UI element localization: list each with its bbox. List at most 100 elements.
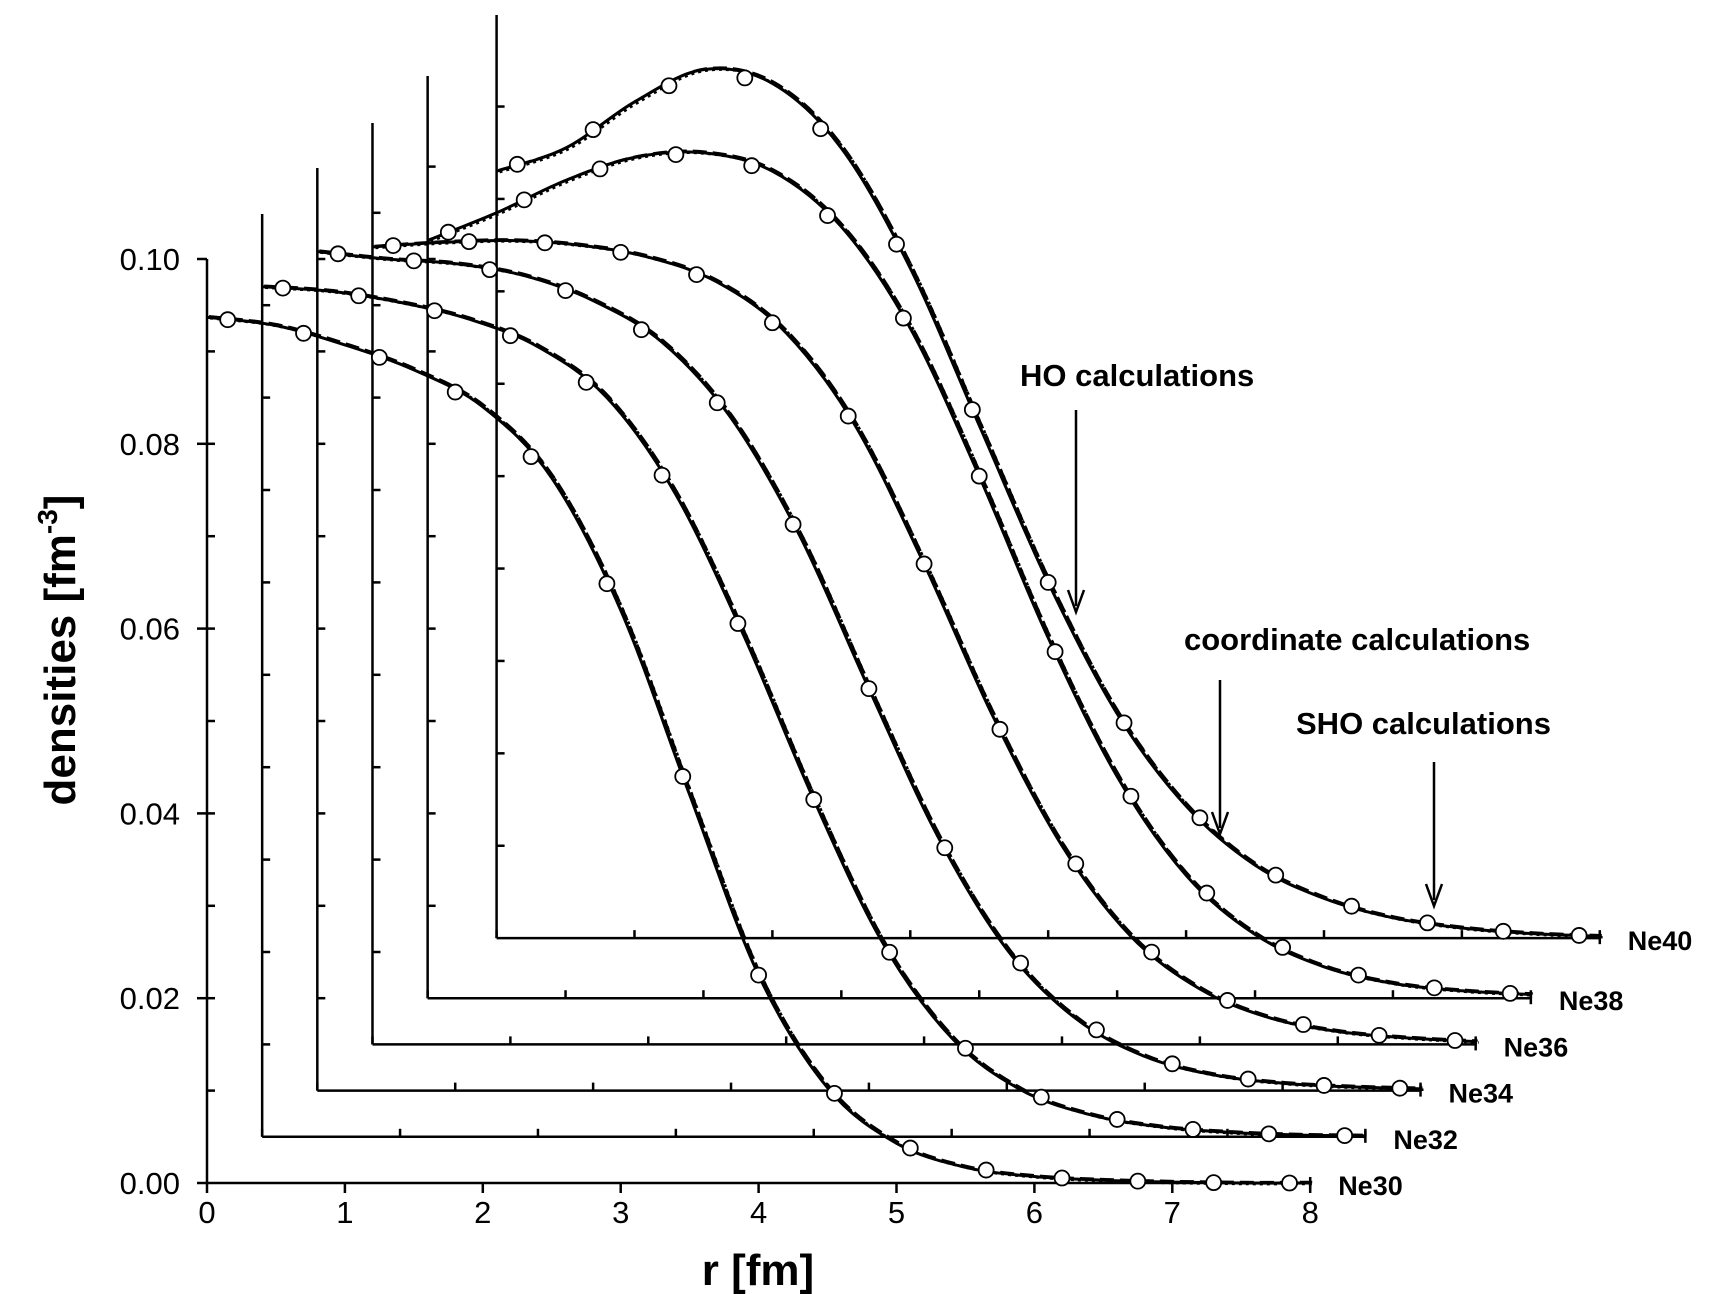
ne40-marker [1191, 809, 1209, 827]
y-tick-label: 0.06 [120, 612, 180, 647]
ne40-marker [1267, 866, 1285, 884]
ne30-marker [598, 575, 616, 593]
ne30-marker [1205, 1174, 1223, 1192]
x-tick-label: 7 [1164, 1195, 1181, 1230]
ne40-marker [812, 120, 830, 138]
ne36-marker [1446, 1032, 1464, 1049]
ne32-marker [350, 287, 368, 305]
ne34-sho-curve [320, 251, 1424, 1092]
ne34-marker [1163, 1055, 1181, 1073]
ne40-ho-curve [498, 66, 1602, 937]
ne32-label: Ne32 [1393, 1125, 1458, 1155]
ne30-marker [446, 383, 464, 401]
ne38-marker [894, 309, 912, 327]
ne40-marker [1039, 574, 1057, 591]
arrowhead-ho-icon [1066, 589, 1086, 616]
ne36-marker [1294, 1016, 1312, 1033]
ne40-marker [1570, 927, 1588, 944]
ne40-marker [1343, 897, 1360, 915]
ne38-marker [1350, 966, 1367, 984]
annotation-coordinate: coordinate calculations [1184, 622, 1530, 657]
ne36-marker [991, 720, 1009, 738]
x-tick-label: 2 [474, 1195, 491, 1230]
ne38-marker [1501, 984, 1519, 1002]
y-axis-title: densities [fm-3] [32, 495, 85, 806]
ne40-marker [584, 121, 602, 139]
y-tick-label: 0.10 [120, 242, 180, 277]
x-tick-label: 6 [1026, 1195, 1043, 1230]
ne38-ho-curve [429, 149, 1533, 995]
ne36-marker [839, 407, 857, 425]
ne36-marker [688, 266, 705, 284]
ne36-marker [1067, 855, 1085, 873]
ne32-marker [274, 279, 292, 297]
ne40-marker [508, 155, 526, 173]
annotation-ho: HO calculations [1020, 358, 1254, 393]
ne36-marker [915, 555, 933, 573]
ne36-marker [536, 234, 554, 252]
ne32-marker [1032, 1088, 1050, 1106]
ne32-marker [1336, 1127, 1354, 1144]
axes-layer [197, 15, 1602, 1193]
y-axis-title-exponent: -3 [32, 509, 63, 534]
x-tick-label: 0 [198, 1195, 215, 1230]
ne30-marker [219, 311, 237, 329]
ne32-marker [1260, 1125, 1278, 1143]
ne38-marker [970, 467, 988, 485]
ne34-marker [1088, 1021, 1105, 1039]
ne30-label: Ne30 [1338, 1171, 1403, 1201]
ne34-marker [1239, 1070, 1257, 1088]
ne34-marker [784, 515, 802, 533]
ne32-marker [1184, 1121, 1202, 1138]
ne36-marker [1370, 1026, 1388, 1044]
ne38-marker [1046, 643, 1064, 661]
labels-layer: 0 1 2 3 4 5 6 7 8 0.00 0.02 0.04 0.06 0.08 0.10 Ne30 Ne3… [120, 242, 1693, 1230]
y-axis-title-main: densities [fm [36, 534, 85, 805]
ne34-ho-curve [319, 249, 1423, 1090]
ne32-marker [957, 1039, 974, 1057]
ne38-label: Ne38 [1559, 986, 1624, 1016]
ne40-marker [1419, 914, 1436, 932]
ne32-marker [577, 373, 595, 391]
ne30-marker [370, 349, 388, 366]
ne32-marker [426, 302, 443, 320]
ne36-marker [612, 243, 630, 261]
ne32-marker [1108, 1111, 1126, 1128]
ne40-label: Ne40 [1628, 926, 1693, 956]
ne32-marker [653, 466, 671, 484]
ne38-marker [1198, 884, 1216, 902]
ne34-marker [632, 321, 650, 339]
ne32-ho-curve [264, 284, 1368, 1137]
y-tick-label: 0.04 [120, 796, 180, 831]
arrowhead-sho-icon [1424, 883, 1444, 910]
ne40-marker [736, 69, 754, 87]
ne38-marker [1274, 938, 1292, 956]
ne36-marker [460, 233, 478, 251]
y-axis-title-close: ] [36, 495, 85, 510]
ne40-marker [963, 401, 981, 419]
x-tick-label: 5 [888, 1195, 905, 1230]
ne38-marker [743, 157, 761, 175]
ne32-marker [881, 943, 899, 961]
ne34-label: Ne34 [1449, 1079, 1514, 1109]
ne38-marker [667, 146, 685, 163]
ne30-marker [522, 448, 540, 466]
ne34-marker [329, 245, 347, 263]
x-tick-label: 4 [750, 1195, 767, 1230]
x-tick-label: 8 [1302, 1195, 1319, 1230]
ne34-marker [1012, 954, 1030, 972]
ne30-marker [901, 1139, 919, 1157]
ne38-marker [591, 160, 609, 178]
ne38-marker [819, 207, 836, 224]
ne30-marker [1281, 1174, 1298, 1192]
ne30-marker [1129, 1172, 1147, 1190]
ne30-marker [295, 324, 312, 342]
arrowhead-coordinate-icon [1210, 811, 1230, 838]
ne32-marker [805, 791, 823, 808]
x-axis-title: r [fm] [702, 1246, 814, 1294]
ne34-marker [557, 282, 574, 300]
y-tick-label: 0.08 [120, 427, 180, 462]
ne38-coordinate-curve [427, 150, 1531, 996]
ne38-marker [1425, 979, 1443, 997]
